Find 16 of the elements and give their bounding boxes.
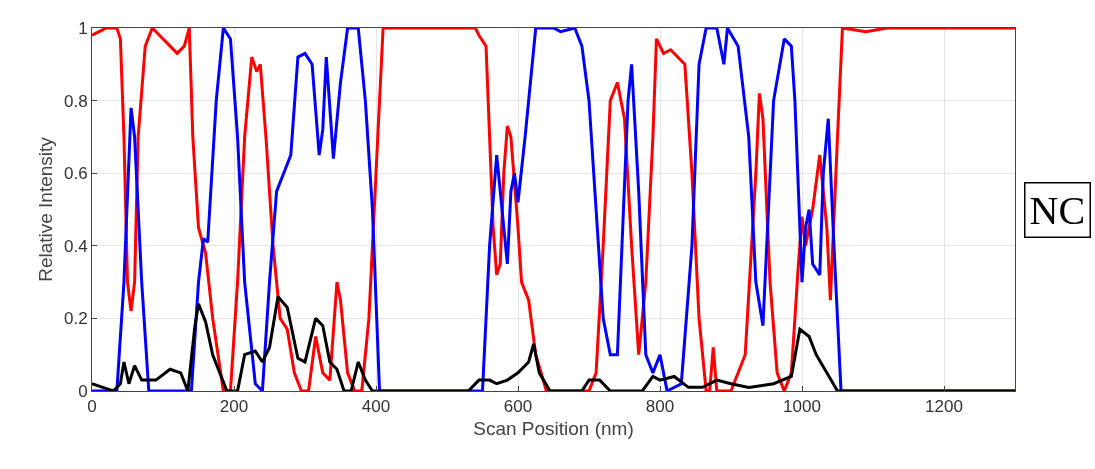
x-axis-title: Scan Position (nm) [473,418,634,440]
x-tick-label: 1000 [783,397,821,417]
y-tick-label: 0.8 [63,91,88,111]
x-tick-label: 800 [645,397,675,417]
y-tick-label: 1 [78,18,88,38]
x-tick-label: 400 [361,397,391,417]
y-tick-label: 0 [78,381,88,401]
y-tick-label: 0.6 [63,164,88,184]
y-tick-label: 0.4 [63,236,88,256]
text: NC [1029,187,1086,233]
x-tick-label: 1200 [925,397,963,417]
x-tick-label: 200 [219,397,249,417]
y-axis-title: Relative Intensity [34,136,56,282]
x-tick-label: 600 [503,397,533,417]
line-series [92,295,1015,391]
y-tick-label: 0.2 [63,309,88,329]
